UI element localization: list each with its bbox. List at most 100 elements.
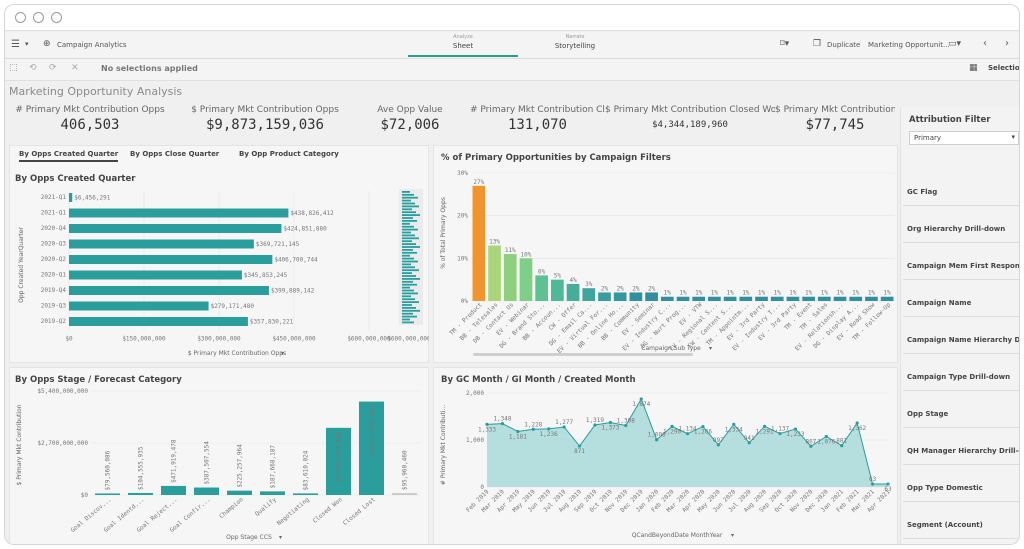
stage-tick-label: $5,400,000,000 xyxy=(37,388,88,395)
gcmonth-point xyxy=(763,424,767,428)
gcmonth-xlabel-chevron[interactable]: ▾ xyxy=(731,532,734,539)
stage-bar-label: $187,668,187 xyxy=(270,445,277,489)
quarter-mini-bar xyxy=(402,231,411,234)
page-title: Marketing Opportunity Analysis xyxy=(9,85,183,98)
chevron-down-icon[interactable]: ▾ xyxy=(25,40,29,48)
campaign-bar xyxy=(723,296,737,301)
gcmonth-point xyxy=(500,422,505,426)
attribution-dropdown[interactable]: Primary ▾ xyxy=(909,131,1019,145)
globe-icon: ⊕ xyxy=(43,39,51,49)
forward-icon[interactable]: ⟳ xyxy=(49,63,57,73)
gcmonth-point xyxy=(655,438,659,442)
window-minimize-dot[interactable] xyxy=(33,12,44,23)
quarter-mini-bar xyxy=(402,301,419,303)
kpi-average-amount[interactable]: $ Primary Mkt Contribution Av... $77,745 xyxy=(775,105,895,133)
gcmonth-point-label: 1,290 xyxy=(663,428,681,435)
stage-bar-label: $3,487,534,580 xyxy=(336,431,343,482)
tab-sheet[interactable]: Analyze Sheet xyxy=(408,34,518,57)
quarter-mini-bar xyxy=(402,260,418,263)
previous-sheet-icon[interactable]: ‹ xyxy=(983,38,987,49)
campaign-bar xyxy=(566,283,580,301)
gcmonth-point xyxy=(685,432,690,436)
filter-qh-manager-hierarchy[interactable]: QH Manager Hierarchy Drill-do... xyxy=(903,439,1019,465)
campaign-bar xyxy=(472,185,486,301)
filter-opp-stage[interactable]: Opp Stage xyxy=(903,402,1019,428)
campaign-xlabel-chevron[interactable]: ▾ xyxy=(709,345,712,352)
quarter-bar xyxy=(69,317,248,326)
next-sheet-icon[interactable]: › xyxy=(1005,38,1009,49)
tab-by-opp-product-category[interactable]: By Opp Product Category xyxy=(239,150,339,158)
quarter-mini-bar xyxy=(402,208,412,211)
horizontal-scrollbar[interactable] xyxy=(473,353,693,356)
selection-tool-icon[interactable]: ⬚ xyxy=(9,63,18,73)
sheets-icon[interactable]: ▭▾ xyxy=(948,39,962,49)
tab-by-opps-close-quarter[interactable]: By Opps Close Quarter xyxy=(130,150,220,158)
quarter-bar-label: $399,889,142 xyxy=(271,288,315,295)
filter-campaign-mem-first-response[interactable]: Campaign Mem First Responde... xyxy=(903,254,1019,280)
gcmonth-area xyxy=(487,398,888,487)
stage-bar-label: $104,555,935 xyxy=(138,446,145,490)
kpi-closed-amount[interactable]: $ Primary Mkt Contribution Closed Wo... … xyxy=(605,105,775,130)
campaign-bar xyxy=(833,296,847,301)
quarter-mini-bar xyxy=(402,196,418,199)
quarter-mini-bar xyxy=(402,295,411,298)
gcmonth-chart[interactable]: # Primary Mkt Contributi... 0 1,000 2,000 1… xyxy=(433,385,898,543)
quarter-tick-label: $0 xyxy=(65,336,73,343)
stage-bar-label: $471,919,478 xyxy=(171,439,178,483)
campaign-bar xyxy=(582,288,596,301)
campaign-bar xyxy=(645,292,658,301)
clear-icon[interactable]: ✕ xyxy=(71,63,79,73)
sheet-name-dropdown[interactable]: Marketing Opportunit... xyxy=(868,41,950,49)
filter-campaign-type[interactable]: Campaign Type Drill-down xyxy=(903,365,1019,391)
gcmonth-xlabel: QCandBeyondDate MonthYear xyxy=(632,532,723,539)
window-maximize-dot[interactable] xyxy=(51,12,62,23)
tab-storytelling[interactable]: Narrate Storytelling xyxy=(530,34,620,57)
filter-gc-flag[interactable]: GC Flag xyxy=(903,180,1019,206)
stage-chart[interactable]: $ Primary Mkt Contribution $0 $2,700,000,… xyxy=(9,385,429,543)
gcmonth-point-label: 1,134 xyxy=(678,426,696,433)
campaign-bar xyxy=(519,258,533,301)
campaign-bar xyxy=(660,296,674,301)
quarter-mini-bar xyxy=(402,222,410,225)
window-close-dot[interactable] xyxy=(15,12,26,23)
selections-button[interactable]: Selections xyxy=(988,64,1020,72)
stage-xlabel-chevron[interactable]: ▾ xyxy=(279,534,282,541)
campaign-bar-label: 1% xyxy=(758,290,766,297)
filter-segment-account[interactable]: Segment (Account) xyxy=(903,513,1019,539)
gcmonth-point-label: 1,286 xyxy=(694,429,712,436)
kpi-primary-opps-count[interactable]: # Primary Mkt Contribution Opps 406,503 xyxy=(15,105,165,133)
selections-icon[interactable]: ▦ xyxy=(969,63,978,73)
filter-opp-type-domestic[interactable]: Opp Type Domestic xyxy=(903,476,1019,502)
filter-campaign-name-hierarchy[interactable]: Campaign Name Hierarchy Drill... xyxy=(903,328,1019,354)
quarter-mini-bar xyxy=(402,269,419,272)
campaign-bar xyxy=(551,279,564,301)
duplicate-icon: ❐ xyxy=(813,39,822,49)
quarter-bar-label: $357,830,221 xyxy=(250,319,294,326)
menu-icon[interactable]: ☰ xyxy=(11,39,20,50)
quarter-xlabel-chevron[interactable]: ▾ xyxy=(281,350,284,357)
filter-campaign-name[interactable]: Campaign Name xyxy=(903,291,1019,317)
filter-org-hierarchy[interactable]: Org Hierarchy Drill-down xyxy=(903,217,1019,243)
quarter-mini-bar xyxy=(402,243,416,245)
campaign-bar xyxy=(865,296,878,301)
kpi-closed-count[interactable]: # Primary Mkt Contribution Cl... 131,070 xyxy=(470,105,605,133)
app-name[interactable]: Campaign Analytics xyxy=(57,41,127,49)
campaign-chart[interactable]: % of Total Primary Opps 0%10%20%30%27%TM… xyxy=(433,163,898,361)
kpi-ave-opp-value[interactable]: Ave Opp Value $72,006 xyxy=(365,105,455,133)
stage-bar xyxy=(161,485,186,495)
bookmark-icon[interactable]: ⌑▾ xyxy=(780,39,790,49)
gcmonth-ylabel: # Primary Mkt Contributi... xyxy=(440,405,447,486)
quarter-tick-label: $300,000,000 xyxy=(197,336,241,343)
quarter-mini-bar xyxy=(402,266,415,269)
stage-bar xyxy=(128,492,153,495)
stage-bar xyxy=(194,487,219,495)
stage-bar-label: $387,507,554 xyxy=(204,441,211,485)
quarter-mini-bar xyxy=(402,234,415,237)
quarter-mini-bar xyxy=(402,321,414,324)
kpi-primary-opps-amount[interactable]: $ Primary Mkt Contribution Opps $9,873,1… xyxy=(180,105,350,133)
back-icon[interactable]: ⟲ xyxy=(29,63,37,73)
tab-by-opps-created-quarter[interactable]: By Opps Created Quarter xyxy=(19,150,119,162)
quarter-mini-bar xyxy=(402,251,417,254)
duplicate-button[interactable]: Duplicate xyxy=(827,41,861,49)
quarter-chart[interactable]: Opp Created YearQuarter $0 $150,000,000 $3… xyxy=(9,185,429,360)
